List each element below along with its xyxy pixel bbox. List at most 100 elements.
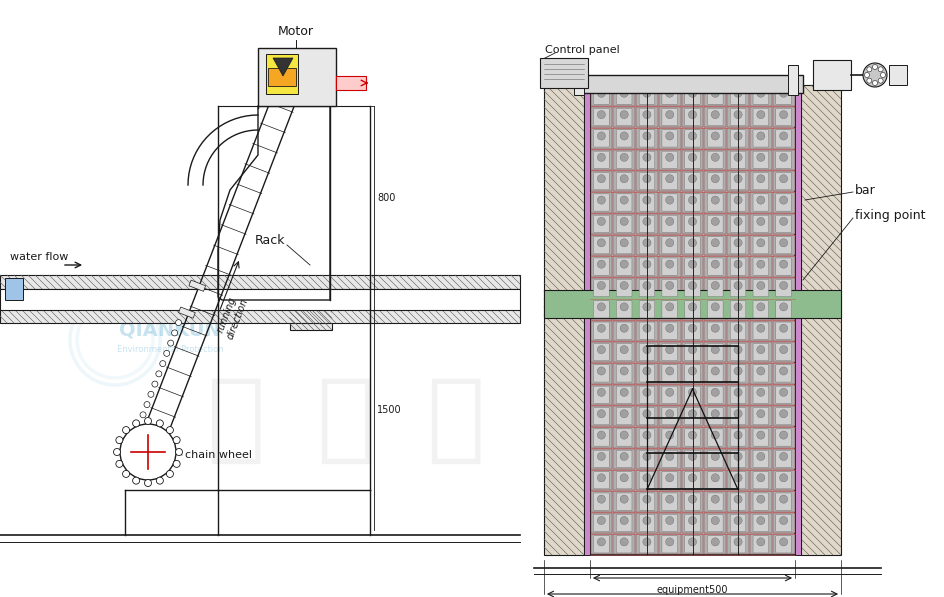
Bar: [613, 171, 634, 191]
Circle shape: [619, 174, 628, 183]
FancyBboxPatch shape: [615, 472, 632, 489]
FancyBboxPatch shape: [638, 130, 654, 147]
FancyBboxPatch shape: [684, 365, 700, 382]
Circle shape: [597, 239, 605, 247]
Bar: [772, 256, 794, 277]
FancyBboxPatch shape: [684, 109, 700, 125]
Circle shape: [779, 89, 787, 97]
Circle shape: [687, 110, 696, 119]
FancyBboxPatch shape: [730, 472, 745, 489]
Bar: [590, 299, 612, 319]
Bar: [703, 342, 725, 362]
Circle shape: [665, 196, 673, 204]
Circle shape: [711, 346, 718, 353]
Circle shape: [687, 495, 696, 503]
Circle shape: [711, 410, 718, 418]
Circle shape: [619, 388, 628, 396]
Circle shape: [779, 473, 787, 482]
FancyBboxPatch shape: [775, 216, 790, 232]
Circle shape: [733, 431, 741, 439]
Bar: [726, 256, 749, 277]
Bar: [658, 278, 680, 298]
Circle shape: [665, 410, 673, 418]
Circle shape: [756, 217, 764, 226]
Circle shape: [619, 346, 628, 353]
Circle shape: [619, 516, 628, 525]
Circle shape: [166, 427, 174, 433]
Bar: [726, 299, 749, 319]
FancyBboxPatch shape: [684, 472, 700, 489]
Circle shape: [597, 346, 605, 353]
FancyBboxPatch shape: [752, 386, 767, 404]
FancyBboxPatch shape: [638, 365, 654, 382]
FancyBboxPatch shape: [775, 279, 790, 297]
Circle shape: [779, 410, 787, 418]
FancyBboxPatch shape: [661, 472, 677, 489]
Circle shape: [756, 196, 764, 204]
Bar: [590, 235, 612, 256]
Circle shape: [642, 153, 650, 161]
Text: fixing point: fixing point: [854, 208, 924, 221]
FancyBboxPatch shape: [707, 450, 722, 467]
Circle shape: [711, 281, 718, 290]
Circle shape: [665, 324, 673, 333]
Circle shape: [597, 495, 605, 503]
FancyBboxPatch shape: [661, 151, 677, 168]
FancyBboxPatch shape: [707, 216, 722, 232]
Circle shape: [756, 132, 764, 140]
FancyBboxPatch shape: [615, 515, 632, 531]
Bar: [589, 85, 794, 555]
Bar: [635, 342, 657, 362]
Circle shape: [687, 346, 696, 353]
FancyBboxPatch shape: [593, 301, 609, 318]
Bar: [787, 65, 797, 95]
Circle shape: [711, 153, 718, 161]
FancyBboxPatch shape: [752, 408, 767, 424]
Bar: [590, 363, 612, 384]
Bar: [726, 235, 749, 256]
Bar: [750, 384, 771, 405]
Bar: [613, 128, 634, 149]
Circle shape: [687, 196, 696, 204]
Circle shape: [597, 473, 605, 482]
Bar: [681, 534, 702, 555]
FancyBboxPatch shape: [593, 258, 609, 275]
Circle shape: [148, 391, 154, 398]
FancyBboxPatch shape: [707, 515, 722, 531]
Bar: [772, 150, 794, 170]
Bar: [658, 449, 680, 469]
Bar: [658, 491, 680, 512]
FancyBboxPatch shape: [707, 408, 722, 424]
Circle shape: [687, 174, 696, 183]
Circle shape: [733, 217, 741, 226]
FancyBboxPatch shape: [707, 343, 722, 361]
Circle shape: [862, 63, 886, 87]
Circle shape: [687, 89, 696, 97]
Bar: [750, 171, 771, 191]
FancyBboxPatch shape: [661, 130, 677, 147]
FancyBboxPatch shape: [707, 194, 722, 211]
Bar: [590, 85, 612, 106]
FancyBboxPatch shape: [752, 322, 767, 339]
FancyBboxPatch shape: [615, 151, 632, 168]
Circle shape: [619, 367, 628, 375]
FancyBboxPatch shape: [752, 301, 767, 318]
FancyBboxPatch shape: [752, 258, 767, 275]
FancyBboxPatch shape: [775, 151, 790, 168]
FancyBboxPatch shape: [638, 408, 654, 424]
Circle shape: [665, 495, 673, 503]
Circle shape: [756, 89, 764, 97]
Circle shape: [597, 410, 605, 418]
Bar: [681, 406, 702, 426]
Bar: [772, 107, 794, 127]
FancyBboxPatch shape: [615, 343, 632, 361]
Circle shape: [642, 495, 650, 503]
Bar: [613, 107, 634, 127]
FancyBboxPatch shape: [707, 279, 722, 297]
Circle shape: [711, 217, 718, 226]
FancyBboxPatch shape: [730, 515, 745, 531]
Circle shape: [864, 72, 868, 78]
Bar: [703, 278, 725, 298]
FancyBboxPatch shape: [615, 258, 632, 275]
Bar: [703, 299, 725, 319]
